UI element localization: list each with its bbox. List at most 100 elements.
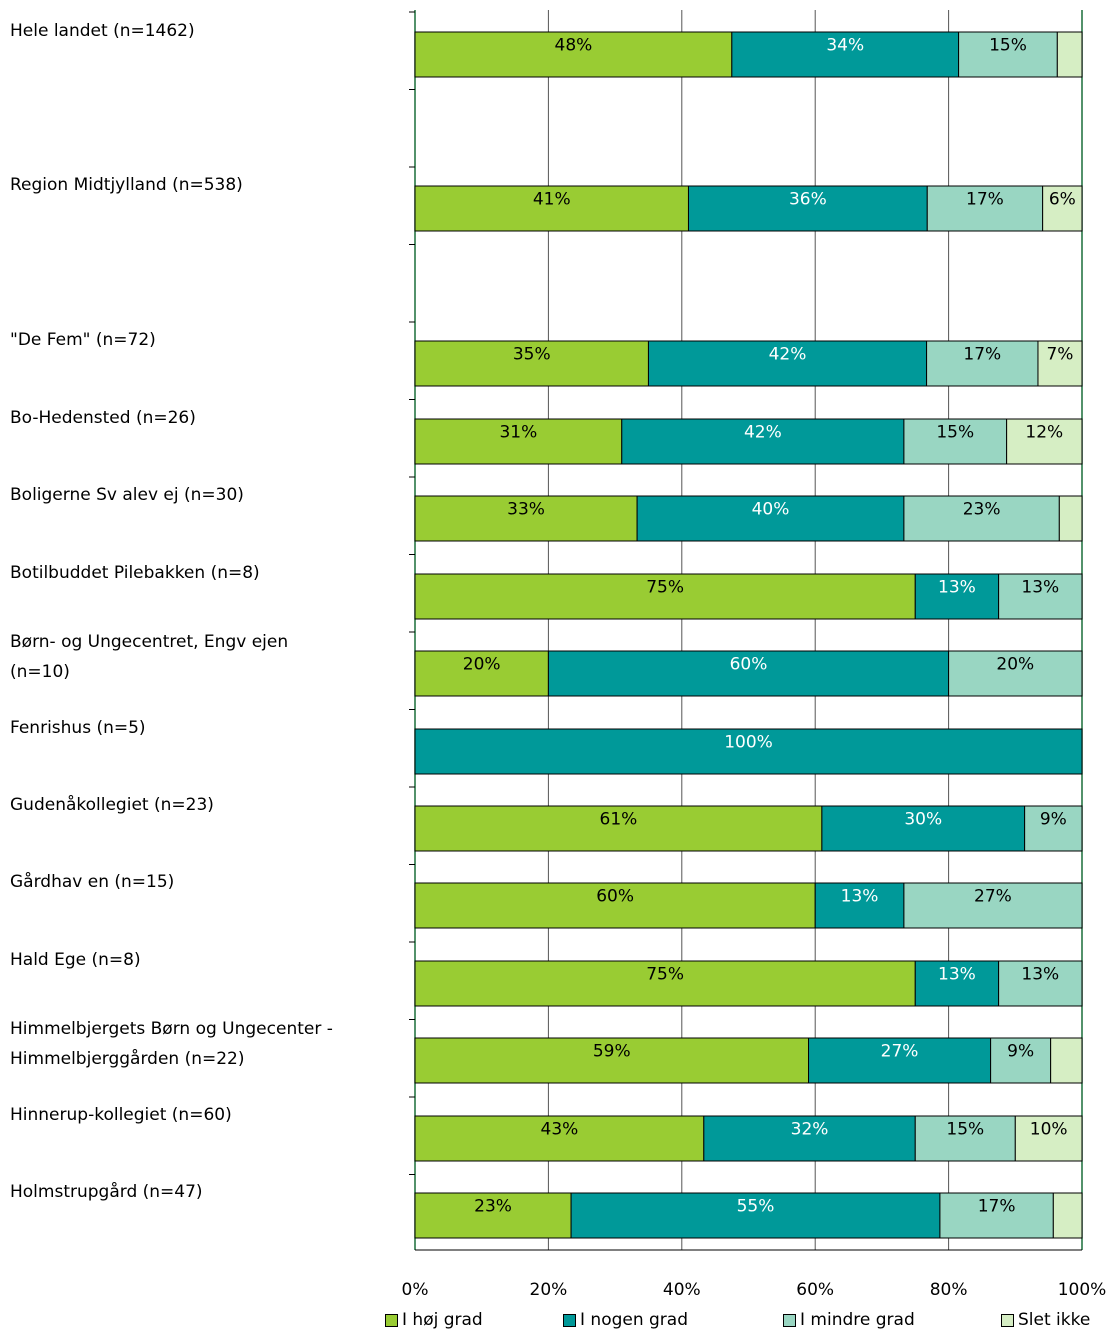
bar-segment	[414, 31, 733, 78]
bar-segment	[903, 418, 1008, 465]
category-label: Botilbuddet Pilebakken (n=8)	[10, 558, 400, 588]
bar-segment	[1042, 185, 1083, 232]
bar-segment	[687, 185, 928, 232]
legend-label: I høj grad	[402, 1310, 483, 1330]
bar-segment	[998, 573, 1083, 620]
data-label: 60%	[730, 655, 768, 675]
bar-segment	[998, 960, 1083, 1007]
x-tick-label: 100%	[1058, 1280, 1107, 1300]
data-label: 40%	[752, 500, 790, 520]
data-label: 60%	[596, 887, 634, 907]
bar-segment	[948, 650, 1083, 697]
bar-segment	[1056, 31, 1083, 78]
bar-segment	[703, 1115, 916, 1162]
category-label-line: Botilbuddet Pilebakken (n=8)	[10, 563, 260, 583]
category-label: Bo-Hedensted (n=26)	[10, 403, 400, 433]
bar-segment	[958, 31, 1058, 78]
bar-segment	[414, 573, 916, 620]
data-label: 48%	[555, 36, 593, 56]
bar-segment	[647, 340, 928, 387]
bar-segment	[1058, 495, 1083, 542]
data-label: 23%	[963, 500, 1001, 520]
category-label-line: Himmelbjerggården (n=22)	[10, 1049, 245, 1069]
legend-item-mindre-grad: I mindre grad	[783, 1310, 915, 1330]
bar-segment	[414, 728, 1083, 775]
category-label-line: "De Fem" (n=72)	[10, 330, 156, 350]
category-label: Gudenåkollegiet (n=23)	[10, 790, 400, 820]
data-label: 27%	[881, 1042, 919, 1062]
data-label: 43%	[541, 1120, 579, 1140]
legend-swatch-icon	[563, 1313, 576, 1327]
bar-segment	[1052, 1192, 1083, 1239]
legend-label: I nogen grad	[580, 1310, 689, 1330]
data-label: 6%	[1049, 190, 1076, 210]
legend-item-hoej-grad: I høj grad	[385, 1310, 483, 1330]
data-label: 9%	[1007, 1042, 1034, 1062]
data-label: 17%	[978, 1197, 1016, 1217]
category-label: Boligerne Sv alev ej (n=30)	[10, 480, 400, 510]
x-tick-label: 0%	[402, 1280, 429, 1300]
data-label: 36%	[789, 190, 827, 210]
x-tick-label: 80%	[930, 1280, 968, 1300]
data-label: 10%	[1030, 1120, 1068, 1140]
data-label: 30%	[904, 810, 942, 830]
data-label: 23%	[474, 1197, 512, 1217]
bar-segment	[926, 340, 1039, 387]
data-label: 13%	[841, 887, 879, 907]
bar-segment	[1006, 418, 1083, 465]
data-label: 15%	[936, 423, 974, 443]
category-label-line: Bo-Hedensted (n=26)	[10, 408, 196, 428]
bar-segment	[414, 1037, 810, 1084]
bar-segment	[414, 185, 689, 232]
category-label: Hele landet (n=1462)	[10, 16, 400, 46]
category-label-line: Gårdhav en (n=15)	[10, 872, 175, 892]
category-label: Hald Ege (n=8)	[10, 945, 400, 975]
data-label: 41%	[533, 190, 571, 210]
bar-segment	[808, 1037, 992, 1084]
legend: I høj grad I nogen grad I mindre grad Sl…	[0, 1310, 1111, 1334]
bar-segment	[414, 805, 823, 852]
data-label: 55%	[737, 1197, 775, 1217]
data-label: 61%	[600, 810, 638, 830]
bar-segment	[414, 650, 549, 697]
data-label: 100%	[724, 733, 773, 753]
legend-swatch-icon	[385, 1313, 398, 1327]
bar-segment	[570, 1192, 941, 1239]
data-label: 17%	[963, 345, 1001, 365]
bar-segment	[1014, 1115, 1083, 1162]
data-label: 31%	[499, 423, 537, 443]
legend-item-nogen-grad: I nogen grad	[563, 1310, 688, 1330]
category-label-line: (n=10)	[10, 662, 70, 682]
legend-label: I mindre grad	[800, 1310, 915, 1330]
x-tick-label: 40%	[663, 1280, 701, 1300]
data-label: 13%	[1021, 578, 1059, 598]
bar-segment	[414, 495, 638, 542]
category-label: Region Midtjylland (n=538)	[10, 170, 400, 200]
category-label-line: Boligerne Sv alev ej (n=30)	[10, 485, 244, 505]
data-label: 20%	[996, 655, 1034, 675]
bar-segment	[1050, 1037, 1083, 1084]
bar-segment	[414, 1115, 705, 1162]
data-label: 20%	[463, 655, 501, 675]
category-label: "De Fem" (n=72)	[10, 325, 400, 355]
bar-segment	[414, 418, 623, 465]
legend-swatch-icon	[783, 1313, 796, 1327]
category-label: Børn- og Ungecentret, Engv ejen (n=10)	[10, 627, 400, 687]
data-label: 7%	[1046, 345, 1073, 365]
data-label: 32%	[791, 1120, 829, 1140]
bar-segment	[903, 495, 1060, 542]
category-label-line: Hald Ege (n=8)	[10, 950, 141, 970]
data-label: 75%	[646, 578, 684, 598]
data-label: 34%	[826, 36, 864, 56]
bar-segment	[414, 340, 649, 387]
category-label-line: Region Midtjylland (n=538)	[10, 175, 243, 195]
category-label: Fenrishus (n=5)	[10, 713, 400, 743]
category-label-line: Himmelbjergets Børn og Ungecenter -	[10, 1019, 333, 1039]
bar-segment	[814, 882, 905, 929]
data-label: 75%	[646, 965, 684, 985]
bar-segment	[621, 418, 905, 465]
category-label: Himmelbjergets Børn og Ungecenter - Himme…	[10, 1014, 400, 1074]
bar-segment	[731, 31, 960, 78]
data-label: 13%	[938, 578, 976, 598]
bar-segment	[1037, 340, 1083, 387]
